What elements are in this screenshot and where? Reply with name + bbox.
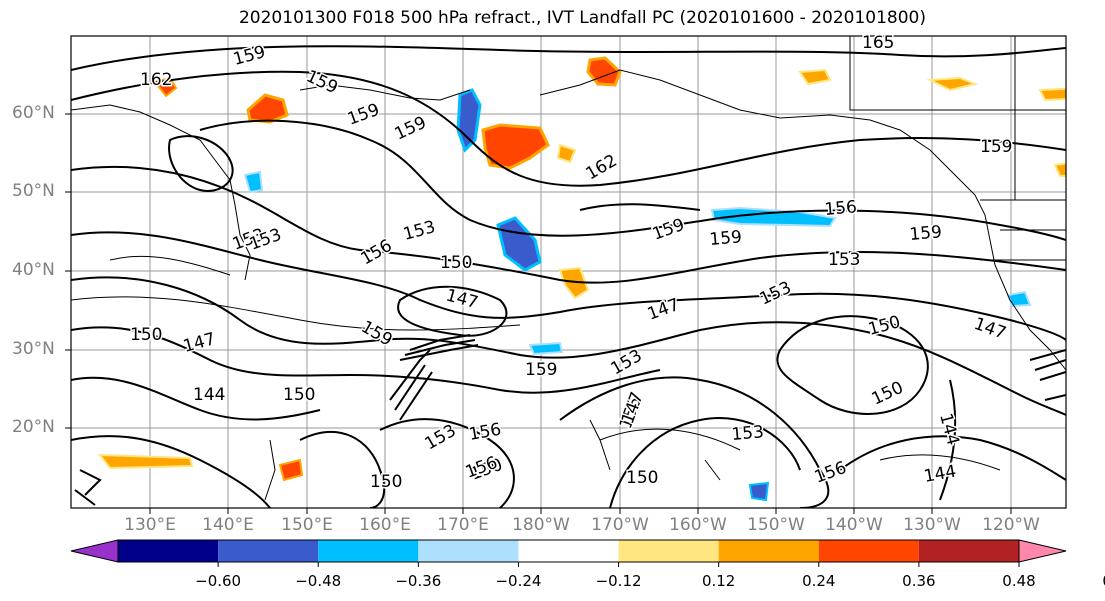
shade-negative xyxy=(1006,290,1032,308)
lon-label: 120°W xyxy=(982,515,1040,535)
colorbar-label: −0.24 xyxy=(495,572,542,590)
lon-label: 140°E xyxy=(202,515,254,535)
colorbar-label: −0.36 xyxy=(395,572,442,590)
shade-positive xyxy=(481,123,550,170)
lat-label: 20°N xyxy=(12,417,55,437)
shade-positive xyxy=(556,143,577,164)
lon-label: 150°W xyxy=(747,515,805,535)
lon-label: 160°E xyxy=(359,515,411,535)
lon-label: 170°E xyxy=(437,515,489,535)
colorbar-label: −0.60 xyxy=(195,572,242,590)
lat-label: 60°N xyxy=(12,103,55,123)
colorbar-label: −0.12 xyxy=(595,572,642,590)
contour-label: 162 xyxy=(140,70,172,90)
shade-positive xyxy=(586,56,622,87)
shade-positive xyxy=(798,68,832,86)
contour-label: 159 xyxy=(525,360,557,380)
contour-label: 150 xyxy=(130,325,162,345)
contour-label: 153 xyxy=(828,250,860,270)
contour-label: 150 xyxy=(370,472,402,492)
contour-label: 150 xyxy=(283,385,315,405)
tick-marks xyxy=(65,113,1012,514)
lat-label: 40°N xyxy=(12,260,55,280)
colorbar-label: −0.48 xyxy=(295,572,342,590)
shade-positive xyxy=(558,266,590,300)
lon-label: 140°W xyxy=(825,515,883,535)
contour-label: 159 xyxy=(909,222,943,245)
colorbar-label: 0.48 xyxy=(1002,572,1036,590)
thin-contours xyxy=(71,255,1001,471)
shade-positive xyxy=(926,76,979,92)
contour-lines xyxy=(71,45,1066,508)
shade-negative xyxy=(748,481,770,502)
colorbar-label: 0.60 xyxy=(1084,572,1105,590)
shade-negative xyxy=(243,170,264,194)
lat-label: 50°N xyxy=(12,181,55,201)
lat-label: 30°N xyxy=(12,339,55,359)
map-title: 2020101300 F018 500 hPa refract., IVT La… xyxy=(238,8,926,28)
colorbar-label: 0.12 xyxy=(701,572,736,590)
contour-label: 156 xyxy=(824,197,858,220)
lon-label: 130°W xyxy=(903,515,961,535)
contour-label: 153 xyxy=(731,422,765,445)
lon-label: 170°W xyxy=(591,515,649,535)
contour-label: 159 xyxy=(980,137,1012,157)
lon-label: 180°W xyxy=(512,515,570,535)
contour-label: 150 xyxy=(440,253,472,273)
contour-label: 159 xyxy=(709,227,743,250)
contour-label: 150 xyxy=(626,468,658,488)
colorbar-label: 0.36 xyxy=(902,572,936,590)
map-layers xyxy=(71,36,1066,508)
shade-positive xyxy=(278,458,304,482)
colorbar-label: 0.24 xyxy=(802,572,836,590)
shade-positive xyxy=(1038,87,1066,102)
shade-negative xyxy=(710,206,837,228)
lon-label: 130°E xyxy=(124,515,176,535)
shade-positive xyxy=(97,453,194,470)
shade-positive xyxy=(246,93,289,124)
contour-label: 165 xyxy=(862,33,894,53)
lon-label: 150°E xyxy=(281,515,333,535)
shade-negative xyxy=(528,341,564,356)
shade-positive xyxy=(1053,162,1066,178)
contour-label: 144 xyxy=(193,385,225,405)
lon-label: 160°W xyxy=(669,515,727,535)
map-frame xyxy=(70,35,1067,509)
